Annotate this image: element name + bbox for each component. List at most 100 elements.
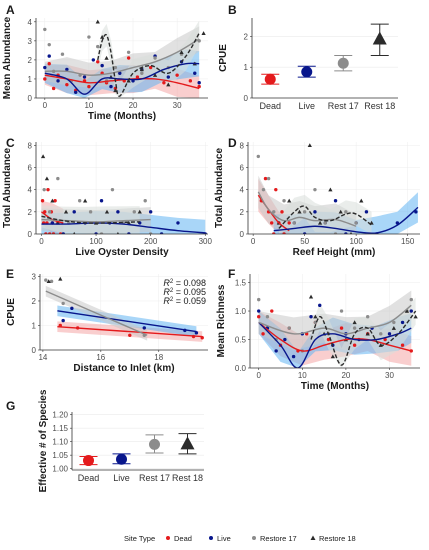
point-restore-17: [148, 232, 153, 234]
point-restore-18: [100, 34, 105, 39]
point-restore-18: [297, 209, 302, 214]
point-restore-18: [58, 276, 63, 281]
y-tick-label: 1.20: [52, 411, 68, 420]
point-dead: [128, 333, 132, 337]
trend-line-restore-17: [45, 290, 148, 336]
r-squared-dead: R2 = 0.059: [163, 296, 206, 306]
x-axis-title: Time (Months): [88, 111, 156, 122]
point-dead: [87, 84, 91, 89]
point-live: [193, 71, 197, 75]
point-restore-17: [261, 187, 266, 192]
mean-marker: [372, 31, 387, 45]
x-tick-label: 0: [251, 237, 256, 246]
y-tick-label: 2: [240, 208, 245, 217]
point-restore-18: [44, 176, 50, 181]
r-squared-symbol: R: [163, 296, 170, 306]
point-restore-17: [44, 278, 48, 282]
panel-f: F 0.0 0.5 1.0 1.5 0 10 20 30 Mean Richness Time (M…: [216, 267, 420, 392]
trend-line-live: [258, 321, 412, 368]
x-tick-label: 0: [39, 237, 44, 246]
x-tick-label: 300: [199, 237, 213, 246]
y-tick-label: 2: [32, 297, 37, 306]
errorbar-rest-18: [178, 433, 197, 455]
trend-line-restore-18: [278, 205, 373, 229]
y-axis-title: Mean Abundance: [2, 16, 13, 99]
point-restore-18: [137, 209, 142, 214]
point-live: [333, 199, 338, 203]
trend-line-dead: [258, 321, 412, 352]
mean-marker: [337, 57, 349, 69]
point-restore-18: [63, 209, 69, 214]
point-dead: [400, 343, 405, 347]
y-tick-label: 1: [244, 63, 249, 72]
y-tick-label: 0: [32, 346, 37, 355]
legend-item-dead: Dead: [166, 534, 192, 543]
y-tick-label: 8: [240, 141, 245, 150]
errorbar-live: [112, 453, 131, 465]
point-dead: [175, 73, 179, 77]
point-live: [313, 210, 317, 214]
trend-line-restore-17: [44, 38, 200, 76]
x-axis-title: Time (Months): [301, 381, 369, 392]
point-restore-18: [287, 198, 292, 203]
point-dead: [126, 56, 131, 60]
point-restore-18: [104, 209, 110, 214]
point-restore-17: [302, 210, 307, 214]
y-axis-title: CPUE: [6, 298, 17, 326]
y-axis-title: Mean Richness: [216, 284, 227, 357]
point-restore-17: [252, 536, 256, 540]
x-tick-label: Rest 18: [364, 101, 395, 111]
point-restore-18: [73, 231, 76, 234]
point-restore-17: [87, 35, 91, 39]
point-live: [127, 232, 131, 234]
point-restore-17: [313, 187, 317, 192]
legend-item-live: Live: [209, 534, 231, 543]
panel-b: B 0 1 2 CPUE Dead Live Rest 17 Rest 18: [218, 3, 398, 111]
point-restore-18: [359, 198, 364, 203]
y-tick-label: 4: [240, 186, 245, 195]
point-restore-17: [365, 315, 370, 319]
point-live: [116, 210, 120, 214]
point-live: [344, 232, 348, 234]
point-live: [94, 232, 98, 234]
legend-items: Dead Live Restore 17 Restore 18: [166, 534, 356, 543]
y-tick-label: 0: [28, 230, 33, 239]
point-dead: [287, 221, 291, 225]
mean-marker: [180, 436, 195, 450]
point-restore-17: [47, 42, 51, 47]
point-live: [387, 332, 392, 336]
mean-marker: [149, 438, 160, 450]
point-restore-17: [282, 199, 286, 203]
x-axis-title: Live Oyster Density: [75, 247, 169, 258]
plot-area: [44, 276, 204, 342]
y-tick-label: 1: [28, 75, 33, 84]
point-dead: [65, 82, 69, 87]
panel-letter-e: E: [6, 267, 14, 281]
confidence-band-restore-17: [44, 26, 200, 88]
point-restore-17: [143, 199, 147, 203]
point-dead: [269, 221, 274, 225]
point-restore-17: [140, 71, 144, 75]
point-live: [159, 232, 164, 234]
point-restore-18: [95, 19, 100, 24]
point-dead: [46, 187, 50, 192]
point-restore-18: [413, 314, 418, 319]
point-restore-18: [40, 154, 46, 159]
point-restore-17: [126, 50, 131, 54]
x-tick-label: 0: [43, 101, 48, 110]
y-tick-label: 1.05: [52, 451, 68, 460]
point-dead: [51, 232, 56, 234]
point-restore-17: [379, 332, 383, 336]
point-dead: [40, 199, 45, 203]
x-tick-label: 150: [401, 237, 415, 246]
y-tick-label: 1: [32, 321, 37, 330]
point-restore-17: [132, 210, 136, 214]
y-tick-label: 1.00: [52, 465, 68, 474]
point-restore-18: [317, 220, 323, 225]
point-restore-17: [272, 210, 276, 214]
point-dead: [166, 536, 170, 540]
r-squared-symbol: R: [163, 278, 170, 288]
r-squared-superscript: 2: [170, 288, 174, 294]
point-dead: [257, 315, 261, 319]
